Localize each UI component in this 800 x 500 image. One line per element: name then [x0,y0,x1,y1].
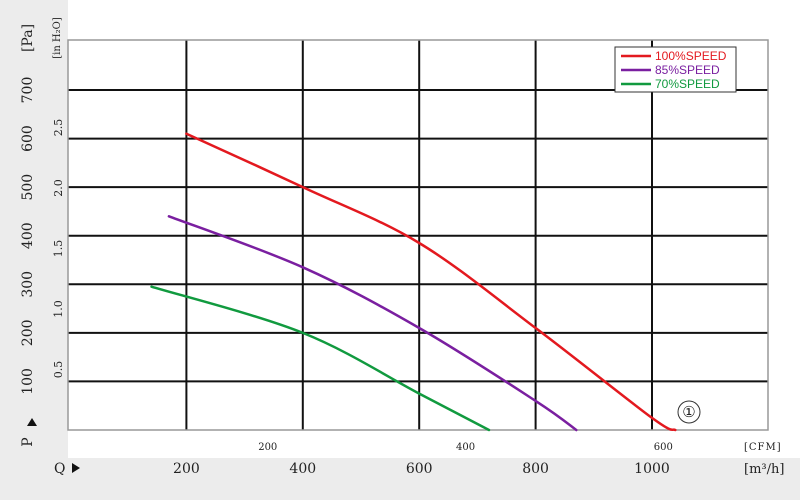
y-unit-inh2o: [in H₂O] [52,17,63,59]
x-tick-label: 1000 [634,461,670,477]
y-tick-label-inh2o: 0.5 [52,361,65,379]
series-line-3 [150,285,491,432]
x-tick-label: 600 [406,461,433,477]
y-tick-label: 300 [20,271,36,298]
y-tick-label-inh2o: 2.0 [52,179,65,197]
y-tick-label: 200 [20,319,36,346]
annotation-label: ① [682,403,695,421]
y-tick-label: 700 [20,77,36,104]
x-axis-arrow-icon [72,463,80,473]
x-ticks: 200 400 600 800 1000 200 400 600 [173,442,673,477]
y-axis-label: P [20,437,36,446]
y-tick-label: 400 [20,222,36,249]
annotation-circle [677,400,701,424]
legend-label: 70%SPEED [655,77,720,91]
series-line-1 [185,132,677,432]
y-ticks: 100 200 300 400 500 600 700 0.5 1.0 1.5 2.0 2.5 [20,77,65,395]
left-axis-band [0,0,68,458]
y-tick-label-inh2o: 2.5 [52,119,65,137]
x-unit-cfm: [CFM] [744,442,782,453]
x-tick-label: 400 [289,461,316,477]
y-unit-pa: [Pa] [20,24,36,52]
x-tick-label: 800 [522,461,549,477]
plot-border [67,39,769,431]
x-tick-label: 200 [173,461,200,477]
series-line-2 [167,215,578,432]
x-unit-m3h: [m³/h] [744,462,784,477]
series-layer [150,132,677,432]
legend-label: 100%SPEED [655,49,727,63]
y-tick-label: 600 [20,125,36,152]
grid [68,40,768,430]
bottom-axis-band [0,458,800,500]
x-tick-label-cfm: 400 [456,442,475,453]
y-tick-label: 500 [20,174,36,201]
x-tick-label-cfm: 600 [654,442,673,453]
y-tick-label: 100 [20,368,36,395]
y-tick-label-inh2o: 1.0 [52,300,65,318]
y-axis-arrow-icon [27,418,37,426]
x-tick-label-cfm: 200 [258,442,277,453]
legend-label: 85%SPEED [655,63,720,77]
x-axis-label: Q [54,461,65,477]
y-tick-label-inh2o: 1.5 [52,240,65,258]
